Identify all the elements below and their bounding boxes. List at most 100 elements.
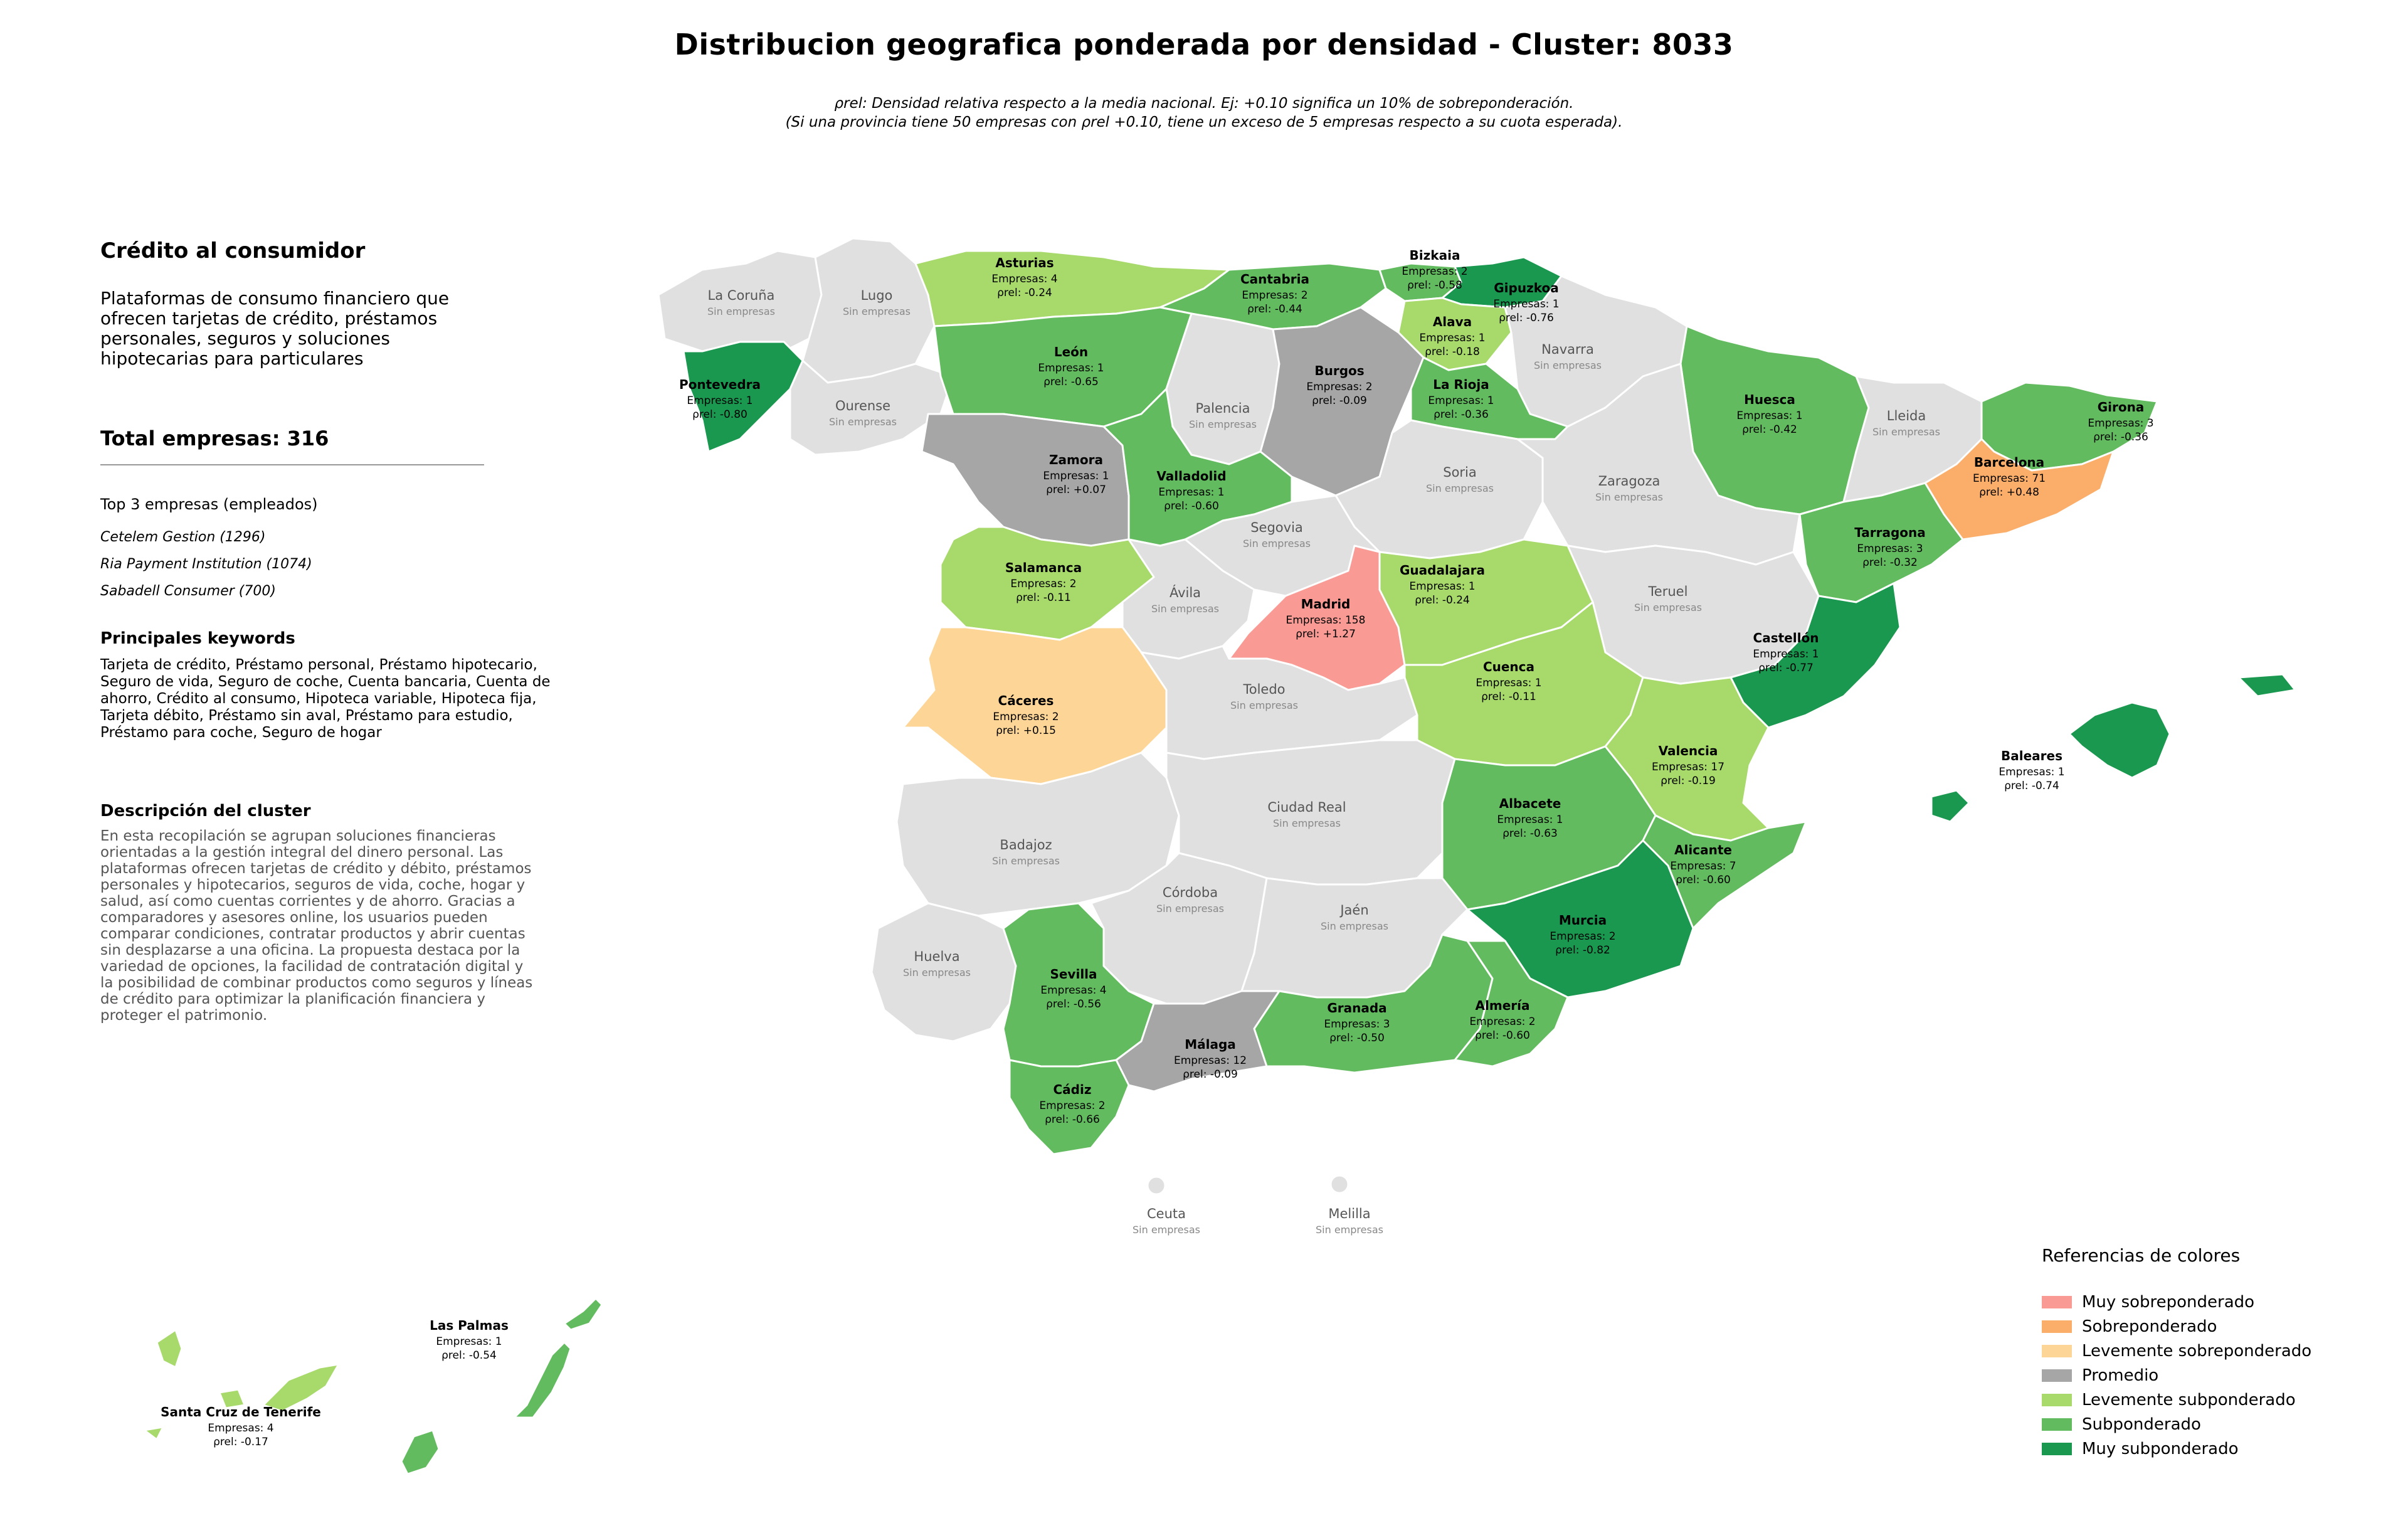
legend-swatch — [2042, 1369, 2072, 1382]
cluster-name: Crédito al consumidor — [100, 238, 366, 263]
province-count: Empresas: 1 — [436, 1335, 502, 1348]
province-label: Gipuzkoa — [1494, 280, 1558, 295]
province-count: Empresas: 4 — [991, 273, 1057, 285]
province-rho: ρrel: -0.60 — [1475, 1029, 1530, 1042]
legend-label: Subponderado — [2082, 1414, 2201, 1434]
province-empty: Sin empresas — [1316, 1224, 1383, 1236]
province-label: Melilla — [1328, 1206, 1370, 1221]
legend-item: Levemente sobreponderado — [2042, 1339, 2393, 1363]
province-count: Empresas: 1 — [1497, 814, 1563, 826]
province-label: Santa Cruz de Tenerife — [161, 1404, 321, 1419]
province-rho: ρrel: -0.77 — [1758, 662, 1814, 674]
province-rho: ρrel: -0.11 — [1016, 592, 1071, 604]
province-label: Cantabria — [1240, 272, 1309, 287]
keywords-header: Principales keywords — [100, 629, 295, 648]
province-empty: Sin empresas — [1189, 418, 1257, 430]
province-label: Palencia — [1196, 401, 1250, 416]
province-ciudad-real — [1165, 739, 1456, 886]
province-empty: Sin empresas — [1156, 903, 1224, 915]
province-rho: ρrel: -0.60 — [1164, 500, 1219, 512]
province-rho: ρrel: -0.56 — [1046, 998, 1101, 1011]
province-label: Ciudad Real — [1267, 800, 1346, 815]
province-santa-cruz-de-tenerife — [143, 1329, 340, 1441]
province-empty: Sin empresas — [707, 305, 775, 317]
province-rho: ρrel: -0.54 — [441, 1349, 497, 1362]
province-melilla — [1329, 1174, 1349, 1194]
province-rho: ρrel: -0.09 — [1312, 395, 1367, 407]
cluster-summary: Plataformas de consumo financiero que of… — [100, 288, 450, 369]
province-rho: ρrel: -0.58 — [1407, 279, 1462, 292]
province-baleares — [1930, 673, 2296, 823]
color-legend: Referencias de colores Muy sobreponderad… — [2042, 1245, 2393, 1461]
province-count: Empresas: 1 — [1158, 486, 1224, 499]
legend-swatch — [2042, 1418, 2072, 1431]
province-label: Ceuta — [1147, 1206, 1186, 1221]
province-label: Toledo — [1242, 682, 1285, 697]
province-rho: ρrel: +0.48 — [1979, 486, 2039, 499]
province-empty: Sin empresas — [1634, 602, 1702, 613]
province-rho: ρrel: -0.60 — [1676, 874, 1731, 886]
province-count: Empresas: 2 — [1039, 1100, 1105, 1112]
province-count: Empresas: 1 — [1493, 298, 1559, 310]
province-rho: ρrel: -0.24 — [997, 287, 1052, 299]
province-rho: ρrel: +0.07 — [1046, 484, 1106, 496]
province-ceuta — [1146, 1175, 1166, 1196]
legend-label: Muy subponderado — [2082, 1439, 2239, 1458]
province-empty: Sin empresas — [843, 305, 911, 317]
province-count: Empresas: 1 — [1043, 470, 1109, 482]
legend-swatch — [2042, 1442, 2072, 1455]
province-rho: ρrel: -0.18 — [1425, 346, 1480, 358]
province-count: Empresas: 1 — [1736, 410, 1802, 422]
province-label: Cádiz — [1054, 1082, 1092, 1097]
province-label: León — [1054, 344, 1088, 359]
province-label: Cáceres — [998, 693, 1054, 708]
province-count: Empresas: 1 — [1409, 580, 1475, 593]
province-label: Almería — [1476, 998, 1530, 1013]
province-label: Pontevedra — [679, 377, 761, 392]
province-rho: ρrel: +0.15 — [996, 724, 1056, 737]
province-count: Empresas: 1 — [1753, 648, 1819, 661]
province-label: Murcia — [1559, 913, 1607, 928]
province-cadiz — [1008, 1059, 1130, 1155]
province-count: Empresas: 158 — [1286, 614, 1366, 627]
province-rho: ρrel: -0.80 — [692, 408, 747, 421]
province-label: Baleares — [2001, 748, 2062, 763]
cluster-info-panel: Crédito al consumidor Plataformas de con… — [100, 238, 564, 1024]
province-label: Ávila — [1170, 585, 1201, 600]
province-rho: ρrel: -0.24 — [1415, 594, 1470, 607]
legend-label: Levemente subponderado — [2082, 1390, 2296, 1409]
province-rho: ρrel: -0.65 — [1043, 376, 1099, 388]
province-count: Empresas: 1 — [1999, 766, 2064, 778]
legend-item: Sobreponderado — [2042, 1314, 2393, 1339]
province-empty: Sin empresas — [1534, 359, 1602, 371]
province-count: Empresas: 71 — [1973, 472, 2046, 485]
province-label: Granada — [1327, 1000, 1386, 1016]
province-label: Jaén — [1339, 903, 1368, 918]
province-tarragona — [1798, 482, 1964, 603]
province-count: Empresas: 2 — [1010, 578, 1076, 590]
province-label: Sevilla — [1050, 967, 1097, 982]
province-label: Castellón — [1753, 630, 1819, 645]
province-label: Burgos — [1314, 363, 1364, 378]
province-label: Valencia — [1659, 743, 1718, 758]
legend-title: Referencias de colores — [2042, 1245, 2241, 1266]
total-companies: Total empresas: 316 — [100, 427, 329, 450]
province-label: Málaga — [1185, 1037, 1236, 1052]
province-label: Huelva — [914, 949, 959, 964]
legend-label: Muy sobreponderado — [2082, 1292, 2255, 1312]
province-empty: Sin empresas — [1426, 482, 1494, 494]
province-empty: Sin empresas — [1595, 491, 1663, 503]
province-label: Lugo — [861, 288, 893, 303]
province-count: Empresas: 3 — [1324, 1018, 1390, 1031]
subtitle-line-1: ρrel: Densidad relativa respecto a la me… — [834, 95, 1574, 112]
province-count: Empresas: 4 — [1040, 984, 1106, 997]
province-label: Girona — [2098, 400, 2145, 415]
province-count: Empresas: 12 — [1174, 1054, 1247, 1067]
description-text: En esta recopilación se agrupan solucion… — [100, 828, 533, 1024]
province-label: Las Palmas — [430, 1318, 509, 1333]
province-label: Barcelona — [1974, 455, 2044, 470]
province-rho: ρrel: -0.63 — [1502, 827, 1558, 840]
legend-item: Muy sobreponderado — [2042, 1290, 2393, 1314]
province-rho: ρrel: -0.50 — [1329, 1032, 1385, 1044]
